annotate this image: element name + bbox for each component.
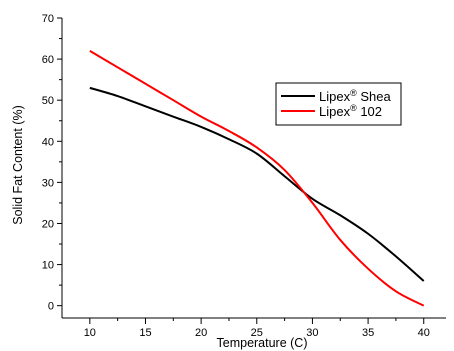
x-tick-label: 35 — [362, 327, 374, 339]
y-tick-label: 50 — [42, 95, 54, 107]
series-line-2 — [89, 50, 425, 307]
x-tick-label: 25 — [251, 327, 263, 339]
x-tick-label: 40 — [418, 327, 430, 339]
y-tick-label: 70 — [42, 13, 54, 25]
plot-area: 10 15 20 25 30 35 40 0 10 20 30 40 50 60 70 — [42, 13, 446, 339]
x-ticks: 10 15 20 25 30 35 40 — [84, 318, 430, 339]
y-tick-label: 40 — [42, 136, 54, 148]
x-tick-label: 30 — [306, 327, 318, 339]
x-tick-label: 20 — [195, 327, 207, 339]
y-tick-label: 60 — [42, 54, 54, 66]
y-tick-label: 10 — [42, 260, 54, 272]
legend-label-1: Lipex® Shea — [319, 88, 391, 104]
y-ticks: 0 10 20 30 40 50 60 70 — [42, 13, 62, 313]
series-layer — [89, 50, 425, 307]
x-tick-label: 15 — [139, 327, 151, 339]
y-tick-label: 0 — [48, 301, 54, 313]
series-line-1 — [89, 86, 425, 282]
legend-label-2: Lipex® 102 — [319, 103, 382, 119]
legend-box — [275, 82, 402, 126]
y-tick-label: 30 — [42, 177, 54, 189]
y-tick-label: 20 — [42, 218, 54, 230]
x-tick-label: 10 — [84, 327, 96, 339]
y-axis-title: Solid Fat Content (%) — [11, 105, 25, 225]
x-axis-title: Temperature (C) — [217, 336, 308, 350]
